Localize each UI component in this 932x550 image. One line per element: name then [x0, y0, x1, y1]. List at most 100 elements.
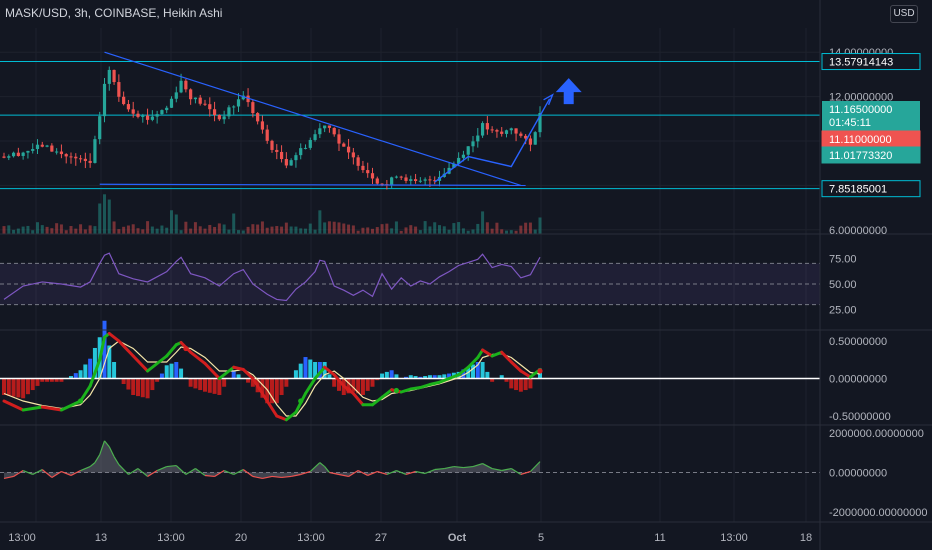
macd-histogram-bar	[250, 378, 255, 387]
volume-bar	[495, 222, 499, 234]
volume-bar	[40, 225, 44, 234]
oscillator-line-segment	[175, 465, 187, 475]
macd-histogram-bar	[150, 378, 155, 391]
oscillator-line-segment	[367, 470, 378, 477]
oscillator-line-segment	[156, 466, 167, 472]
volume-bar	[203, 228, 207, 234]
macd-cross-marker	[345, 387, 352, 393]
candle-body	[227, 107, 231, 117]
macd-cross-marker	[537, 368, 543, 374]
macd-cross-marker	[77, 398, 84, 404]
candle-body	[208, 104, 212, 110]
macd-line-segment	[418, 383, 432, 389]
oscillator-line-segment	[291, 473, 301, 478]
macd-histogram-bar	[11, 378, 16, 397]
macd-line-segment	[500, 350, 513, 364]
currency-button[interactable]: USD	[890, 5, 918, 23]
volume-bar	[505, 230, 508, 234]
macd-histogram-bar	[447, 373, 452, 379]
candle-body	[504, 130, 509, 134]
candle-body	[102, 83, 107, 117]
candle-body	[452, 163, 456, 168]
candle-body	[265, 129, 269, 141]
macd-histogram-bar	[78, 370, 83, 379]
y-tick-label: 2000000.00000000	[829, 428, 924, 440]
volume-bar	[107, 199, 111, 234]
projection-arrowhead	[543, 93, 554, 106]
macd-histogram-bar	[427, 375, 432, 379]
rsi-panel[interactable]	[0, 252, 820, 306]
macd-line-segment	[466, 356, 480, 369]
support-trendline	[99, 183, 526, 186]
oscillator-line-segment	[13, 470, 24, 477]
volume-bar	[2, 226, 6, 234]
oscillator-line-segment	[252, 475, 263, 480]
macd-histogram-bar	[423, 376, 428, 379]
macd-histogram-bar	[112, 362, 117, 379]
x-tick-label: 13:00	[8, 532, 36, 544]
oscillator-panel[interactable]	[0, 440, 820, 480]
time-axis[interactable]: 13:00 13 13:00 20 13:00 27 Oct 5 11 13:00 18	[8, 532, 812, 544]
oscillator-line-segment	[453, 465, 464, 469]
macd-histogram-bar	[21, 378, 26, 399]
macd-histogram-bar	[480, 362, 485, 379]
symbol-title: MASK/USD, 3h, COINBASE, Heikin Ashi	[5, 6, 223, 20]
volume-bar	[213, 226, 217, 234]
x-tick-label: 13:00	[720, 532, 748, 544]
macd-histogram-bar	[504, 378, 509, 382]
price-panel[interactable]	[0, 51, 820, 234]
oscillator-line-segment	[444, 465, 454, 470]
oscillator-line-segment	[89, 462, 96, 468]
candle-body	[370, 173, 375, 179]
volume-bar	[241, 230, 245, 234]
volume-bar	[442, 226, 446, 234]
macd-line-segment	[490, 350, 504, 358]
candle-body	[346, 146, 351, 153]
candle-body	[112, 69, 116, 83]
candle-body	[476, 135, 480, 142]
candle-body	[88, 160, 92, 163]
oscillator-line-segment	[377, 470, 388, 476]
macd-histogram-bar	[231, 370, 236, 379]
candle-body	[500, 131, 504, 134]
candle-body	[279, 151, 284, 160]
macd-histogram-bar	[45, 378, 50, 382]
macd-histogram-bar	[107, 345, 112, 379]
macd-histogram-bar	[389, 370, 394, 379]
macd-histogram-bar	[274, 378, 279, 404]
projection-path	[434, 98, 551, 183]
macd-line-segment	[509, 360, 523, 373]
candle-body	[433, 180, 437, 182]
candle-body	[136, 113, 140, 117]
macd-line-segment	[409, 386, 422, 391]
macd-histogram-bar	[236, 374, 241, 379]
macd-histogram-bar	[203, 378, 207, 392]
volume-bar	[179, 230, 183, 234]
macd-line-segment	[447, 373, 461, 380]
macd-histogram-bar	[222, 378, 227, 387]
volume-bar	[452, 223, 456, 234]
macd-histogram-bar	[308, 359, 313, 379]
macd-line-segment	[79, 384, 92, 403]
macd-panel[interactable]	[0, 320, 820, 422]
volume-bar	[318, 210, 322, 234]
volume-bar	[476, 223, 480, 234]
oscillator-line-segment	[61, 470, 72, 477]
y-tick-label: 75.00	[829, 253, 857, 265]
volume-bar	[390, 228, 394, 234]
macd-cross-marker	[183, 345, 189, 352]
candle-body	[275, 149, 279, 152]
candle-body	[26, 150, 30, 153]
macd-histogram-bar	[432, 375, 437, 379]
y-tick-label: 25.00	[829, 305, 857, 317]
price-axis[interactable]: 14.0000000012.000000006.0000000075.0050.…	[821, 47, 927, 519]
oscillator-line-segment	[166, 464, 177, 468]
macd-histogram-bar	[121, 378, 126, 384]
macd-cross-marker	[298, 398, 304, 404]
candle-body	[390, 177, 394, 186]
volume-bar	[337, 222, 341, 234]
oscillator-line-segment	[415, 470, 426, 475]
candle-body	[217, 115, 221, 120]
